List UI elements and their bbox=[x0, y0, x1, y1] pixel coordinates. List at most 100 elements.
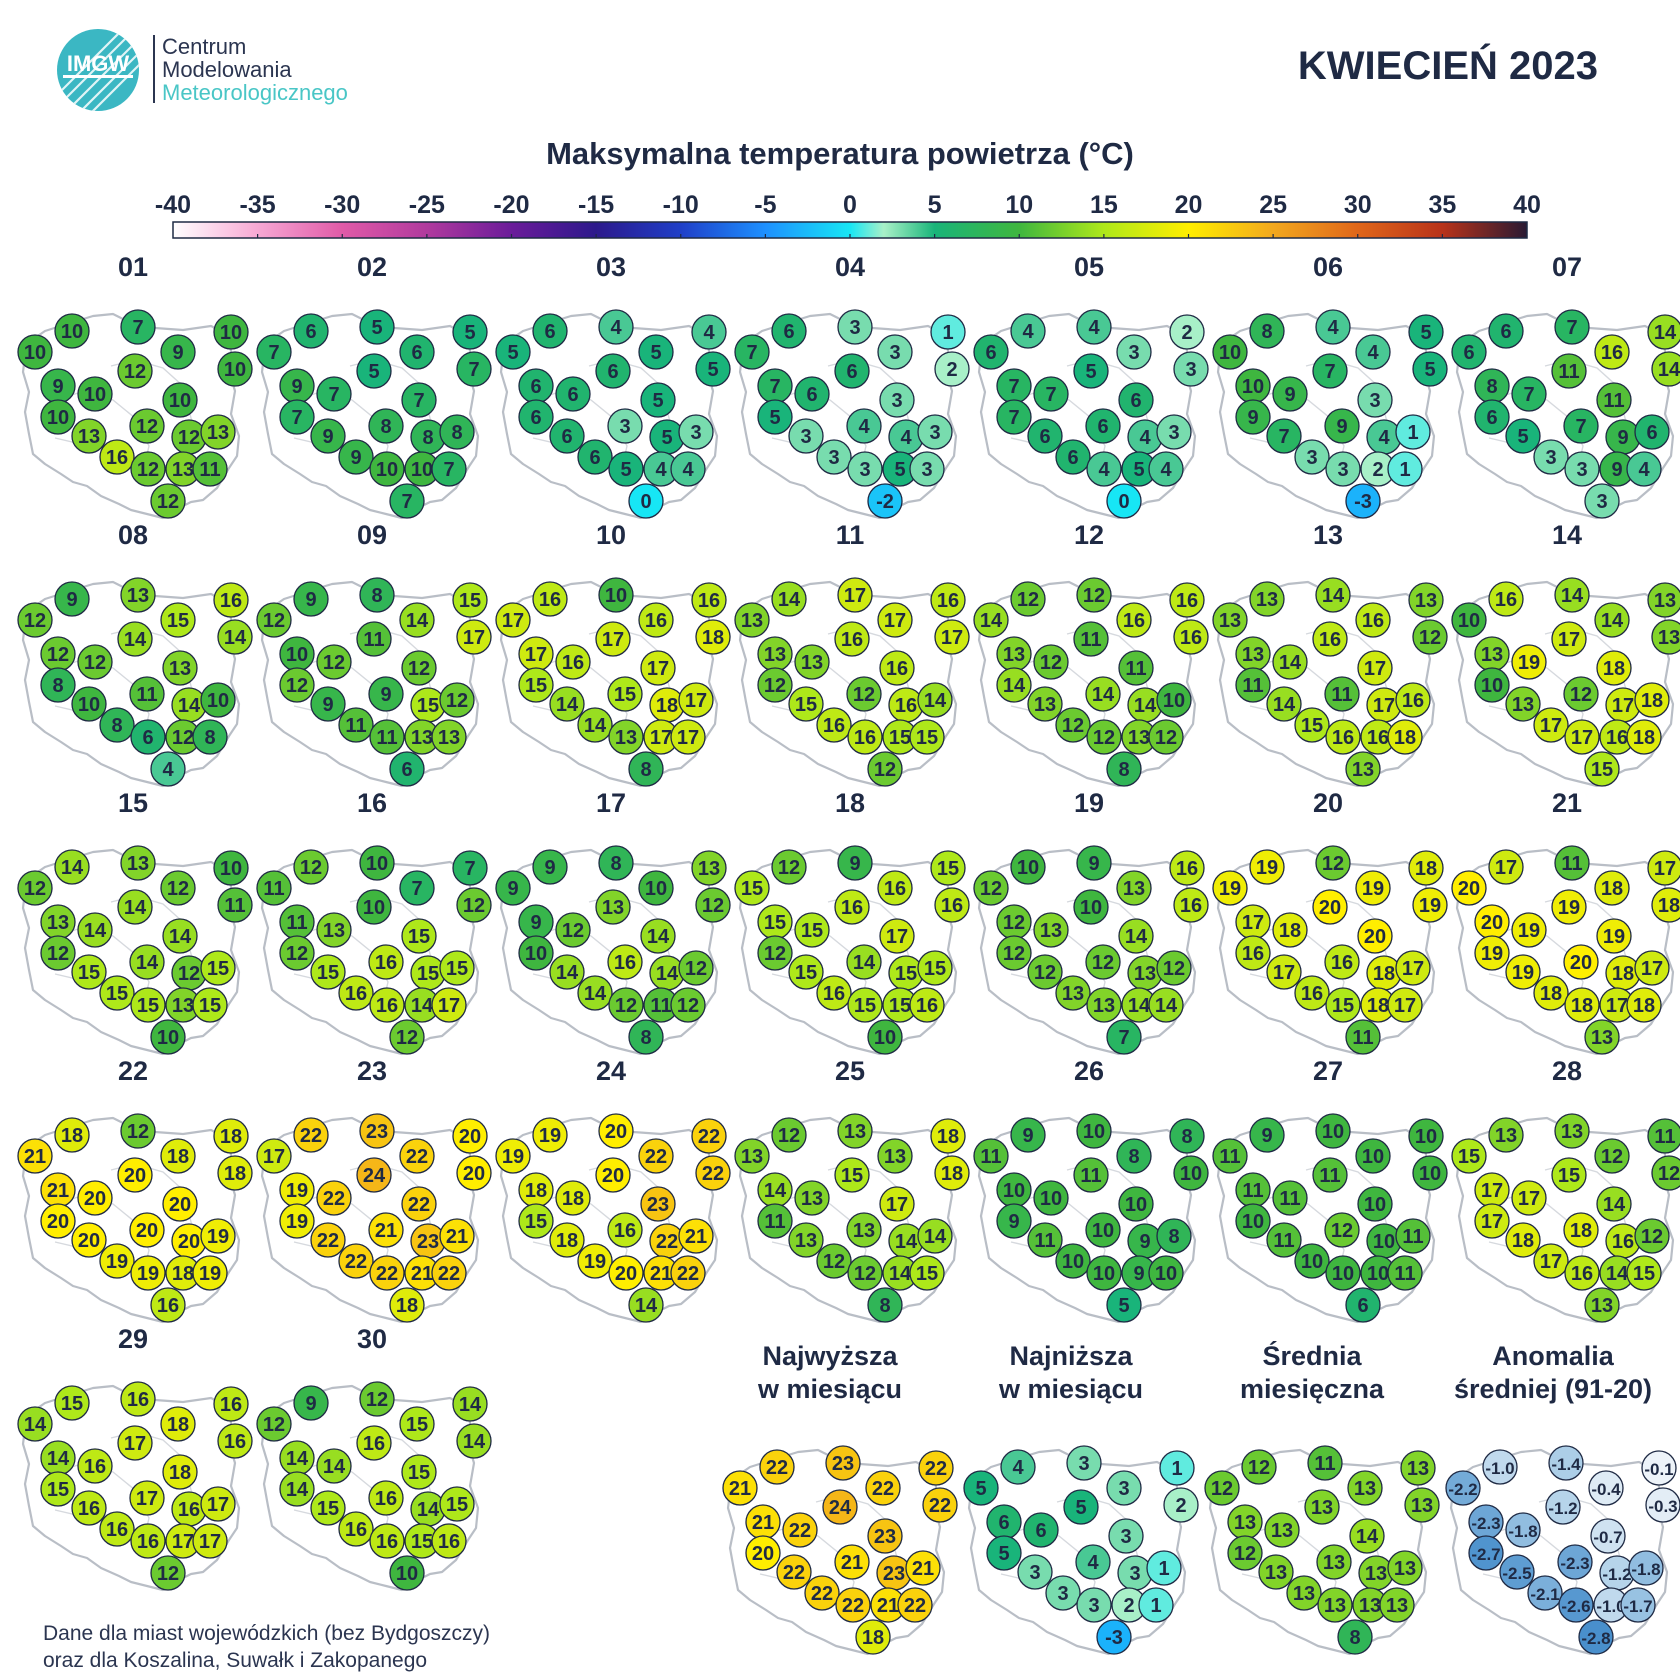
city-value: 16 bbox=[941, 895, 963, 917]
city-marker bbox=[293, 849, 329, 885]
day-label: 18 bbox=[835, 788, 865, 818]
city-value: 15 bbox=[889, 995, 911, 1017]
city-marker bbox=[368, 1212, 404, 1248]
city-marker bbox=[788, 686, 824, 722]
city-value: 0 bbox=[1118, 491, 1129, 513]
city-marker bbox=[1564, 1255, 1600, 1291]
city-marker bbox=[1324, 408, 1360, 444]
city-marker bbox=[1325, 451, 1361, 487]
city-marker bbox=[1086, 987, 1122, 1023]
city-value: 22 bbox=[783, 1562, 805, 1584]
city-marker bbox=[495, 1138, 531, 1174]
city-marker bbox=[691, 850, 727, 886]
city-value: 6 bbox=[846, 361, 857, 383]
city-value: 13 bbox=[1219, 610, 1241, 632]
city-value: 19 bbox=[1518, 920, 1540, 942]
city-marker bbox=[788, 418, 824, 454]
city-marker bbox=[1651, 1155, 1680, 1191]
city-value: 6 bbox=[1357, 1295, 1368, 1317]
city-marker bbox=[1076, 1587, 1112, 1623]
city-marker bbox=[54, 581, 90, 617]
city-value: 10 bbox=[1125, 1194, 1147, 1216]
city-marker bbox=[129, 408, 165, 444]
city-marker bbox=[256, 602, 292, 638]
city-marker bbox=[160, 1138, 196, 1174]
city-value: 18 bbox=[1279, 920, 1301, 942]
day-label: 02 bbox=[357, 252, 387, 282]
city-value: 12 bbox=[1322, 853, 1344, 875]
day-label: 04 bbox=[835, 252, 865, 282]
city-value: 9 bbox=[1088, 853, 1099, 875]
city-marker bbox=[1324, 944, 1360, 980]
city-value: 16 bbox=[916, 995, 938, 1017]
city-marker bbox=[607, 944, 643, 980]
city-value: -0.4 bbox=[1591, 1480, 1621, 1499]
city-marker bbox=[1073, 353, 1109, 389]
city-marker bbox=[608, 1255, 644, 1291]
city-value: 16 bbox=[539, 589, 561, 611]
city-marker bbox=[577, 1243, 613, 1279]
city-value: 11 bbox=[1654, 1126, 1675, 1148]
city-marker bbox=[1169, 314, 1205, 350]
city-value: 13 bbox=[602, 897, 624, 919]
city-marker bbox=[1387, 1550, 1423, 1586]
city-value: 2 bbox=[1181, 322, 1192, 344]
city-value: 14 bbox=[323, 1456, 346, 1478]
city-marker bbox=[439, 414, 475, 450]
city-value: 3 bbox=[1118, 1478, 1129, 1500]
city-marker bbox=[963, 1470, 999, 1506]
city-value: 11 bbox=[345, 715, 366, 737]
city-marker bbox=[439, 1218, 475, 1254]
city-value: -0.3 bbox=[1648, 1497, 1677, 1516]
city-marker bbox=[1505, 418, 1541, 454]
city-marker bbox=[17, 1138, 53, 1174]
city-value: 4 bbox=[858, 416, 870, 438]
city-marker bbox=[877, 602, 913, 638]
city-value: 11 bbox=[199, 459, 220, 481]
city-value: 10 bbox=[84, 384, 106, 406]
city-marker bbox=[452, 582, 488, 618]
city-marker bbox=[1584, 1019, 1620, 1055]
city-marker bbox=[17, 1406, 53, 1442]
city-marker bbox=[1347, 1470, 1383, 1506]
city-value: 18 bbox=[167, 1414, 189, 1436]
city-value: 22 bbox=[925, 1458, 947, 1480]
city-value: 21 bbox=[729, 1478, 751, 1500]
city-marker bbox=[1488, 581, 1524, 617]
city-marker bbox=[1266, 1222, 1302, 1258]
city-marker bbox=[359, 1381, 395, 1417]
city-marker bbox=[279, 667, 315, 703]
city-marker bbox=[1116, 1138, 1152, 1174]
city-value: 6 bbox=[401, 759, 412, 781]
city-value: 18 bbox=[220, 1126, 242, 1148]
city-value: 23 bbox=[647, 1194, 669, 1216]
city-marker bbox=[1249, 1117, 1285, 1153]
city-marker bbox=[1212, 602, 1248, 638]
city-marker bbox=[1204, 1470, 1240, 1506]
city-value: 18 bbox=[1612, 963, 1634, 985]
city-marker bbox=[532, 1117, 568, 1153]
city-value: 13 bbox=[1654, 590, 1676, 612]
city-value: 12 bbox=[764, 675, 786, 697]
city-value: 12 bbox=[1419, 627, 1441, 649]
city-marker bbox=[607, 676, 643, 712]
city-value: 15 bbox=[525, 675, 547, 697]
city-marker bbox=[930, 314, 966, 350]
city-value: 14 bbox=[463, 1431, 486, 1453]
city-value: 4 bbox=[1087, 1552, 1099, 1574]
city-marker bbox=[1000, 1449, 1036, 1485]
city-marker bbox=[1451, 1138, 1487, 1174]
city-marker bbox=[1551, 353, 1587, 389]
city-value: 14 bbox=[656, 963, 679, 985]
city-marker bbox=[771, 849, 807, 885]
colorbar-tick-label: -35 bbox=[240, 191, 276, 219]
city-value: 16 bbox=[562, 652, 584, 674]
city-marker bbox=[691, 582, 727, 618]
city-value: 4 bbox=[1088, 317, 1100, 339]
city-marker bbox=[640, 1186, 676, 1222]
city-marker bbox=[401, 1454, 437, 1490]
summary-title-line1: Najwyższa bbox=[762, 1341, 898, 1371]
city-value: 3 bbox=[1596, 491, 1607, 513]
city-value: 9 bbox=[350, 447, 361, 469]
